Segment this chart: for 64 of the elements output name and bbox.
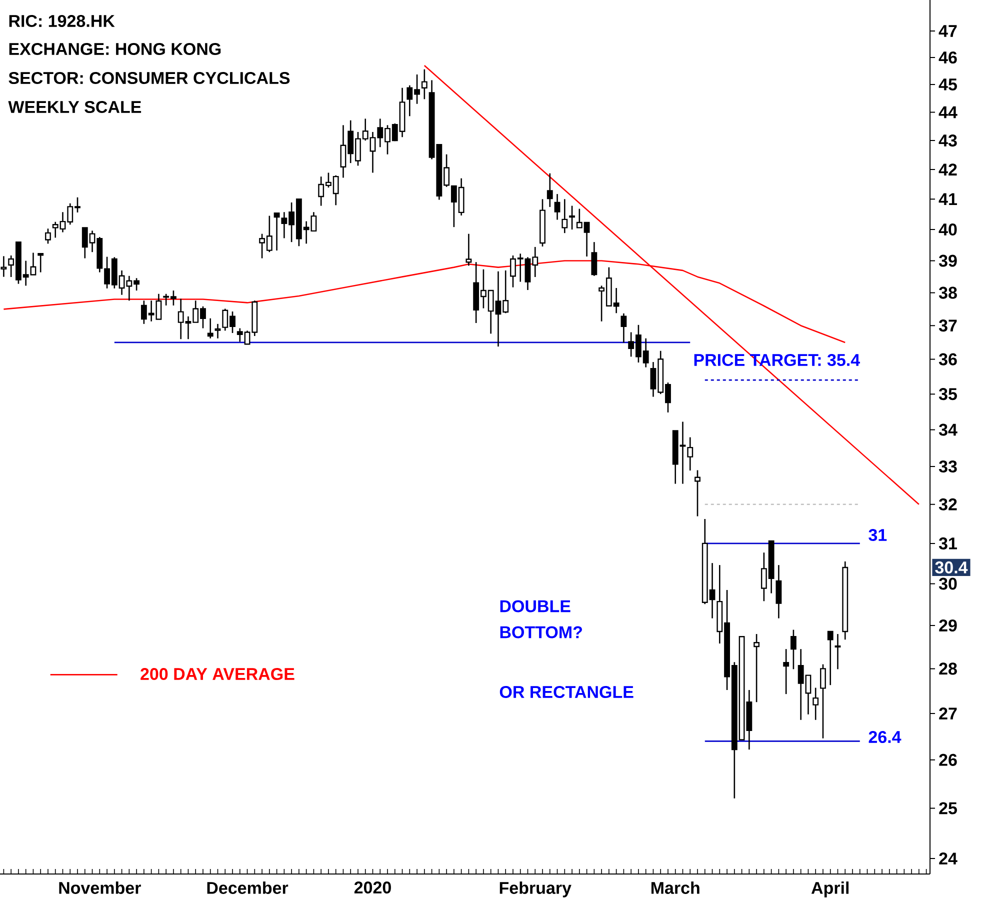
candlestick — [790, 629, 796, 670]
candlestick — [776, 564, 782, 619]
candlestick — [783, 648, 790, 695]
y-tick-label: 45 — [938, 78, 957, 90]
candlestick — [694, 470, 700, 517]
candlestick — [546, 172, 553, 208]
candlestick — [38, 253, 44, 273]
y-tick-label: 47 — [938, 25, 957, 37]
y-tick-label: 42 — [938, 164, 957, 176]
text: RIC: 1928.HK — [9, 14, 115, 28]
candlestick — [421, 68, 428, 100]
y-tick-label: 24 — [939, 852, 958, 864]
y-tick-label: 46 — [938, 51, 957, 64]
annotation: WEEKLY SCALE — [8, 100, 142, 114]
annotation: SECTOR: CONSUMER CYCLICALS — [8, 72, 290, 84]
annotation: 31 — [868, 528, 887, 542]
x-tick-label: April — [811, 881, 849, 898]
y-tick-label: 41 — [938, 193, 957, 205]
y-tick-label: 40 — [938, 224, 957, 236]
y-tick-label: 33 — [938, 460, 957, 473]
y-tick-label: 28 — [939, 662, 957, 675]
x-tick-label: December — [207, 881, 288, 894]
candlestick — [45, 228, 51, 244]
candlestick — [554, 193, 560, 220]
candlestick — [562, 198, 568, 234]
y-tick-label: 36 — [938, 353, 957, 366]
y-tick-label: 29 — [939, 619, 957, 632]
candlestick — [207, 318, 214, 340]
annotation: 30.4 — [935, 561, 968, 574]
y-tick-label: 30 — [938, 578, 957, 590]
y-tick-label: 27 — [939, 708, 957, 720]
x-tick-label: March — [651, 881, 700, 894]
candlestick — [466, 233, 472, 266]
annotation: 26.4 — [868, 730, 902, 744]
y-tick-label: 38 — [938, 286, 957, 299]
y-tick-label: 43 — [938, 134, 957, 147]
candlestick — [274, 212, 280, 252]
x-tick-label: November — [59, 881, 141, 894]
annotation: DOUBLE BOTTOM? — [500, 600, 582, 638]
y-tick-label: 39 — [938, 254, 957, 267]
x-tick-label: 2020 — [354, 881, 391, 894]
y-tick-label: 26 — [939, 754, 957, 766]
candlestick — [827, 630, 834, 686]
y-tick-label: 35 — [938, 388, 957, 400]
candlestick — [620, 312, 627, 344]
candlestick — [687, 436, 694, 472]
y-tick-label: 25 — [939, 802, 957, 814]
y-tick-label: 44 — [938, 106, 958, 118]
candlestick — [812, 687, 819, 721]
candlestick — [569, 205, 575, 230]
y-tick-label: 31 — [938, 537, 957, 550]
candlestick — [754, 633, 760, 703]
x-tick-label: February — [500, 881, 572, 898]
annotation: EXCHANGE: HONG KONG — [9, 42, 221, 56]
candlestick — [820, 664, 826, 739]
y-tick-label: 32 — [938, 498, 957, 510]
candlestick — [834, 633, 841, 670]
legend-label: 200 DAY AVERAGE — [140, 668, 294, 680]
y-tick-label: 34 — [938, 424, 958, 436]
y-tick-label: 37 — [938, 320, 957, 332]
candlestick — [214, 323, 221, 340]
annotation: OR RECTANGLE — [500, 686, 634, 698]
candlestick — [591, 241, 598, 277]
candlestick — [0, 256, 7, 278]
